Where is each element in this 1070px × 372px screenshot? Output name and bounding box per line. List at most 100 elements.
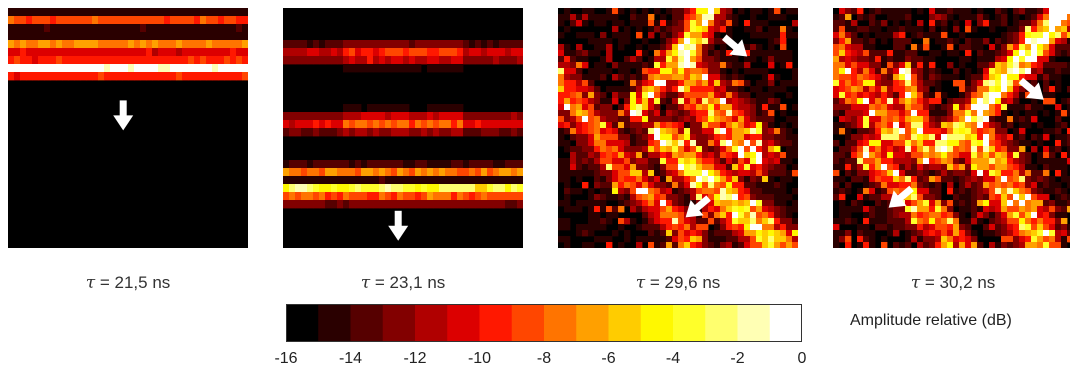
heatmap-cell	[648, 176, 655, 183]
heatmap-cell	[86, 40, 93, 49]
heatmap-cell	[158, 48, 165, 57]
heatmap-cell	[953, 194, 960, 201]
heatmap-cell	[738, 110, 745, 117]
heatmap-cell	[600, 116, 607, 123]
heatmap-cell	[989, 68, 996, 75]
heatmap-cell	[582, 56, 589, 63]
heatmap-cell	[1013, 56, 1020, 63]
heatmap-cell	[845, 50, 852, 57]
heatmap-cell	[654, 26, 661, 33]
heatmap-cell	[875, 188, 882, 195]
heatmap-cell	[869, 104, 876, 111]
heatmap-cell	[176, 24, 183, 33]
heatmap-cell	[648, 200, 655, 207]
heatmap-cell	[941, 20, 948, 27]
heatmap-cell	[953, 104, 960, 111]
heatmap-cell	[361, 120, 368, 129]
heatmap-cell	[236, 32, 243, 41]
heatmap-cell	[863, 38, 870, 45]
heatmap-cell	[1061, 32, 1068, 39]
heatmap-cell	[391, 104, 398, 113]
tau-value: = 23,1 ns	[374, 273, 446, 292]
heatmap-cell	[511, 40, 518, 49]
tau-symbol: τ	[910, 273, 921, 293]
heatmap-cell	[379, 184, 386, 193]
heatmap-cell	[1019, 164, 1026, 171]
heatmap-cell	[977, 116, 984, 123]
heatmap-cell	[289, 48, 296, 57]
heatmap-cell	[666, 80, 673, 87]
heatmap-cell	[750, 170, 757, 177]
heatmap-cell	[762, 158, 769, 165]
heatmap-cell	[439, 40, 446, 49]
heatmap-cell	[283, 120, 290, 129]
heatmap-cell	[893, 62, 900, 69]
heatmap-cell	[385, 112, 392, 121]
heatmap-cell	[750, 122, 757, 129]
heatmap-cell	[618, 110, 625, 117]
heatmap-cell	[672, 74, 679, 81]
heatmap-cell	[690, 194, 697, 201]
heatmap-cell	[684, 98, 691, 105]
heatmap-cell	[433, 128, 440, 137]
heatmap-cell	[887, 92, 894, 99]
heatmap-cell	[1055, 200, 1062, 207]
heatmap-cell	[588, 68, 595, 75]
heatmap-cell	[283, 112, 290, 121]
heatmap-cell	[774, 104, 781, 111]
heatmap-cell	[762, 68, 769, 75]
heatmap-cell	[92, 72, 99, 81]
heatmap-cell	[128, 32, 135, 41]
heatmap-cell	[893, 8, 900, 15]
heatmap-cell	[899, 32, 906, 39]
heatmap-cell	[851, 68, 858, 75]
heatmap-cell	[1043, 134, 1050, 141]
heatmap-cell	[893, 242, 900, 248]
heatmap-cell	[851, 164, 858, 171]
heatmap-cell	[570, 56, 577, 63]
heatmap-cell	[666, 110, 673, 117]
heatmap-cell	[905, 56, 912, 63]
heatmap-cell	[875, 56, 882, 63]
heatmap-cell	[666, 176, 673, 183]
heatmap-cell	[983, 230, 990, 237]
heatmap-cell	[684, 32, 691, 39]
heatmap-cell	[1013, 44, 1020, 51]
heatmap-cell	[1013, 152, 1020, 159]
heatmap-cell	[343, 192, 350, 201]
heatmap-cell	[636, 194, 643, 201]
heatmap-cell	[134, 64, 141, 73]
heatmap-cell	[726, 104, 733, 111]
heatmap-cell	[774, 134, 781, 141]
heatmap-cell	[917, 62, 924, 69]
heatmap-cell	[421, 40, 428, 49]
heatmap-cell	[630, 170, 637, 177]
heatmap-cell	[349, 112, 356, 121]
heatmap-cell	[965, 242, 972, 248]
heatmap-cell	[1043, 146, 1050, 153]
heatmap-cell	[1055, 158, 1062, 165]
heatmap-cell	[1055, 140, 1062, 147]
heatmap-cell	[881, 140, 888, 147]
heatmap-cell	[313, 200, 320, 209]
heatmap-cell	[98, 72, 105, 81]
heatmap-cell	[774, 212, 781, 219]
heatmap-cell	[654, 236, 661, 243]
heatmap-cell	[564, 218, 571, 225]
heatmap-cell	[690, 230, 697, 237]
heatmap-cell	[1061, 44, 1068, 51]
heatmap-cell	[134, 32, 141, 41]
heatmap-cell	[666, 200, 673, 207]
heatmap-cell	[164, 48, 171, 57]
heatmap-cell	[714, 230, 721, 237]
heatmap-cell	[236, 24, 243, 33]
heatmap-cell	[457, 104, 464, 113]
heatmap-cell	[397, 40, 404, 49]
heatmap-cell	[74, 64, 81, 73]
heatmap-cell	[636, 98, 643, 105]
heatmap-cell	[1007, 74, 1014, 81]
heatmap-cell	[947, 44, 954, 51]
heatmap-cell	[845, 218, 852, 225]
heatmap-cell	[786, 50, 793, 57]
heatmap-cell	[929, 176, 936, 183]
